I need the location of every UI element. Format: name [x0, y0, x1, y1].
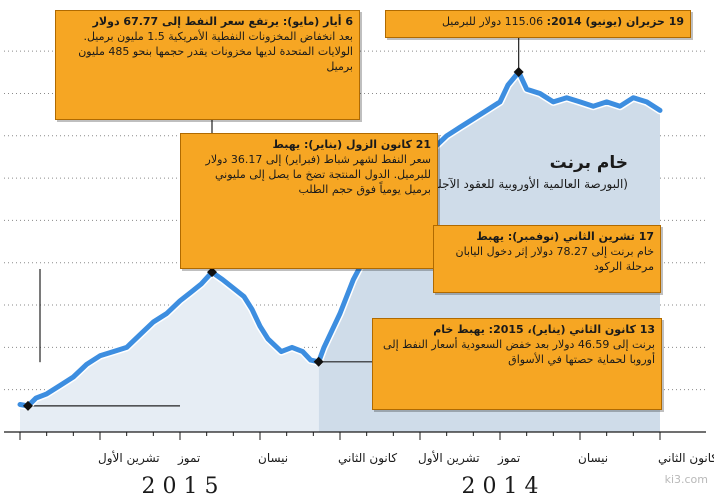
x-tick-label: تموز [177, 451, 200, 466]
x-tick-label: تشرين الأول [98, 450, 160, 466]
data-point [85, 363, 88, 366]
data-point [658, 109, 662, 112]
data-point [565, 96, 568, 99]
data-point [445, 134, 448, 137]
data-point [338, 312, 342, 315]
data-point [152, 320, 155, 324]
annotation-text: خام برنت إلى 78.27 دولار إثر دخول اليابا… [455, 245, 654, 273]
annotation-heading: 13 كانون الثاني (يناير)، 2015: يهبط خام [433, 323, 655, 336]
data-point [290, 346, 294, 349]
data-point [34, 396, 38, 400]
annotation-marker [23, 400, 33, 411]
data-point [98, 354, 102, 358]
annotation-text: بعد انخفاض المخزونات النفطية الأمريكية 1… [78, 30, 353, 73]
annotation-heading: 17 تشرين الثاني (نوفمبر): يهبط [476, 230, 654, 243]
data-point [301, 350, 304, 353]
series-line-layer [16, 68, 664, 410]
data-point [165, 312, 168, 315]
year-label: 2 0 1 4 [462, 474, 539, 499]
data-point [242, 295, 246, 298]
series-line [17, 69, 663, 409]
annotation-callout-january-2015: 13 كانون الثاني (يناير)، 2015: يهبط خام … [372, 318, 662, 410]
data-point [538, 92, 542, 95]
x-tick-label: نيسان [578, 451, 608, 465]
data-point [189, 291, 192, 294]
annotation-callout-january-2016: 21 كانون الزول (يناير): يهبط سعر النفط ل… [180, 133, 438, 269]
x-tick-label: تموز [497, 451, 520, 466]
annotation-text: 115.06 دولار للبرميل [441, 15, 544, 28]
year-label: 2 0 1 5 [142, 474, 219, 499]
data-point [280, 350, 283, 353]
data-point [330, 329, 334, 332]
annotation-marker [313, 356, 324, 367]
data-point [472, 117, 475, 121]
data-point [72, 375, 75, 379]
data-point [232, 286, 235, 290]
annotation-callout-november-2014: 17 تشرين الثاني (نوفمبر): يهبط خام برنت … [433, 225, 661, 293]
x-axis: كانون الثاني نيسان تموز تشرين الأول كانون ال… [4, 431, 714, 499]
data-point [525, 88, 528, 91]
data-point [605, 100, 608, 104]
data-point [112, 350, 115, 353]
x-tick-label: كانون الثاني [338, 451, 397, 466]
data-point [632, 96, 635, 99]
annotation-marker [513, 67, 524, 78]
data-point [45, 392, 48, 396]
annotation-marker [207, 267, 217, 278]
x-tick-label: كانون الثاني [658, 451, 714, 466]
data-point [250, 308, 254, 311]
chart-subtitle: (البورصة العالمية الأوروبية للعقود الآجل… [427, 177, 628, 191]
data-point [458, 126, 462, 129]
data-point [618, 104, 622, 108]
x-tick-label: تشرين الأول [418, 450, 480, 466]
annotation-text: سعر النفط لشهر شباط (فبراير) إلى 36.17 د… [205, 153, 431, 196]
data-point [506, 83, 510, 87]
data-point [485, 109, 488, 112]
annotation-callout-may-2015: 6 أيار (مايو): يرتفع سعر النفط إلى 67.77… [55, 10, 360, 120]
x-tick-label: نيسان [258, 451, 288, 465]
series-title-block: خام برنت (البورصة العالمية الأوروبية للع… [398, 152, 628, 194]
data-point [352, 278, 355, 281]
data-point [498, 100, 502, 104]
annotation-heading: 21 كانون الزول (يناير): يهبط [272, 138, 431, 151]
data-point [322, 346, 326, 349]
data-point [200, 282, 203, 286]
annotation-text: برنت إلى 46.59 دولار بعد خفض السعودية أس… [383, 338, 655, 366]
data-point [309, 358, 312, 362]
annotation-heading: 19 حزيران (يونيو) 2014: [546, 15, 684, 28]
data-point [221, 278, 224, 281]
data-point [58, 384, 62, 387]
watermark-text: ki3.com [664, 473, 708, 486]
data-point [645, 100, 648, 104]
data-point [178, 299, 182, 303]
data-point [138, 333, 142, 336]
data-point [592, 104, 595, 108]
data-point [578, 100, 582, 104]
data-point [18, 403, 22, 406]
chart-title: خام برنت [549, 153, 628, 173]
data-point [125, 346, 128, 349]
data-point [258, 325, 262, 328]
annotation-callout-june-2014: 19 حزيران (يونيو) 2014: 115.06 دولار للب… [385, 10, 691, 38]
area-fill-2015 [20, 272, 319, 432]
annotation-heading: 6 أيار (مايو): يرتفع سعر النفط إلى 67.77… [92, 15, 353, 28]
data-point [266, 337, 270, 341]
data-point [552, 100, 555, 104]
